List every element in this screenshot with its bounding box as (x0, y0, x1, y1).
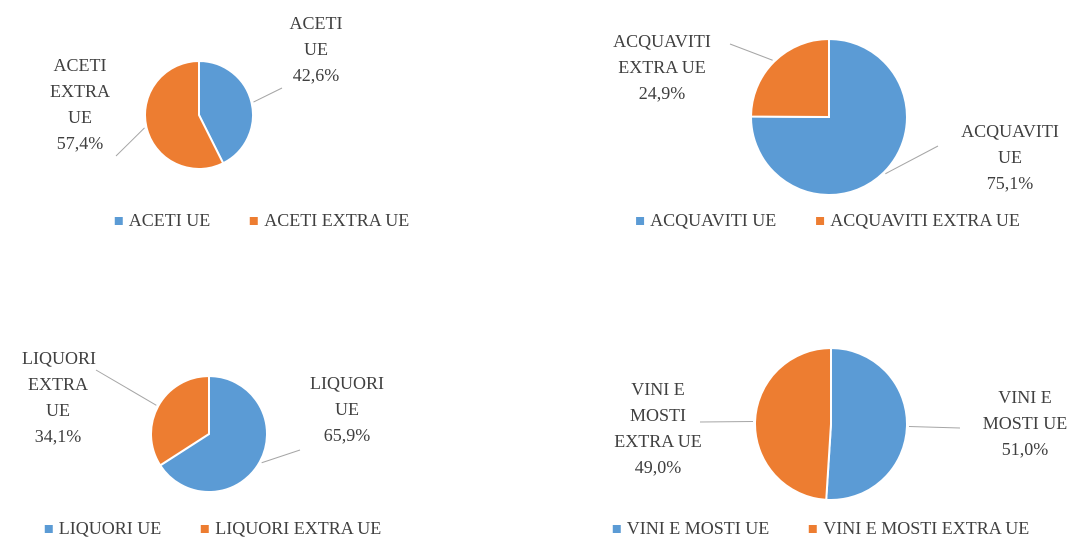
data-label-value: 34,1% (34, 426, 82, 446)
legend-swatch (250, 216, 259, 225)
pie-slice (198, 59, 254, 165)
legend-item: ACETI EXTRA UE (250, 210, 409, 231)
leader-line (115, 127, 145, 157)
leader-line (885, 145, 939, 175)
data-label: VINI E MOSTI EXTRA UE 49,0% (613, 376, 703, 480)
legend-item: LIQUORI UE (44, 518, 162, 539)
legend-swatch (816, 216, 825, 225)
leader-line (908, 425, 961, 429)
data-label-category: ACETI EXTRA UE (50, 55, 110, 127)
legend-item: ACQUAVITI EXTRA UE (816, 210, 1020, 231)
data-label-category: LIQUORI UE (310, 373, 384, 419)
legend-label: VINI E MOSTI EXTRA UE (823, 518, 1030, 538)
legend-swatch (114, 216, 123, 225)
pie-slice (158, 374, 268, 493)
legend-label: ACQUAVITI UE (650, 210, 777, 230)
leader-line (729, 43, 773, 61)
legend-label: VINI E MOSTI UE (626, 518, 770, 538)
pie-slice (150, 374, 210, 467)
data-label-category: ACQUAVITI UE (961, 121, 1059, 167)
legend: VINI E MOSTI UE VINI E MOSTI EXTRA UE (612, 518, 1029, 539)
data-label-value: 75,1% (986, 173, 1034, 193)
data-label-value: 49,0% (634, 457, 682, 477)
data-label: ACQUAVITI UE 75,1% (955, 118, 1065, 196)
data-label: VINI E MOSTI UE 51,0% (980, 384, 1070, 462)
leader-line (261, 449, 301, 464)
data-label-value: 24,9% (638, 83, 686, 103)
pie-slice (144, 59, 225, 170)
data-label-value: 42,6% (292, 65, 340, 85)
legend-swatch (809, 524, 818, 533)
legend-label: LIQUORI EXTRA UE (215, 518, 382, 538)
legend-item: LIQUORI EXTRA UE (201, 518, 381, 539)
legend-item: VINI E MOSTI UE (612, 518, 770, 539)
legend: ACQUAVITI UE ACQUAVITI EXTRA UE (636, 210, 1020, 231)
legend-item: ACETI UE (114, 210, 211, 231)
data-label-category: ACQUAVITI EXTRA UE (613, 31, 711, 77)
legend-swatch (636, 216, 645, 225)
legend-swatch (612, 524, 621, 533)
legend-item: ACQUAVITI UE (636, 210, 776, 231)
legend-swatch (44, 524, 53, 533)
leader-line (253, 87, 283, 103)
data-label-value: 65,9% (323, 425, 371, 445)
data-label: ACETI EXTRA UE 57,4% (49, 52, 111, 156)
data-label-category: VINI E MOSTI UE (982, 387, 1068, 433)
legend-label: ACETI UE (128, 210, 211, 230)
legend-label: ACETI EXTRA UE (264, 210, 410, 230)
legend-label: LIQUORI UE (58, 518, 162, 538)
legend-label: ACQUAVITI EXTRA UE (830, 210, 1020, 230)
legend: ACETI UE ACETI EXTRA UE (114, 210, 409, 231)
data-label-category: VINI E MOSTI EXTRA UE (614, 379, 702, 451)
legend-swatch (201, 524, 210, 533)
pie-slice (825, 346, 908, 501)
data-label-category: ACETI UE (289, 13, 343, 59)
data-label: ACETI UE 42,6% (286, 10, 346, 88)
data-label: ACQUAVITI EXTRA UE 24,9% (606, 28, 718, 106)
pie-slice (754, 346, 832, 501)
pie-slice (749, 37, 830, 119)
data-label-category: LIQUORI EXTRA UE (22, 348, 96, 420)
data-label-value: 57,4% (56, 133, 104, 153)
data-label: LIQUORI UE 65,9% (309, 370, 385, 448)
legend-item: VINI E MOSTI EXTRA UE (809, 518, 1029, 539)
data-label: LIQUORI EXTRA UE 34,1% (22, 345, 96, 449)
data-label-value: 51,0% (1001, 439, 1049, 459)
legend: LIQUORI UE LIQUORI EXTRA UE (44, 518, 381, 539)
leader-line (95, 369, 157, 406)
